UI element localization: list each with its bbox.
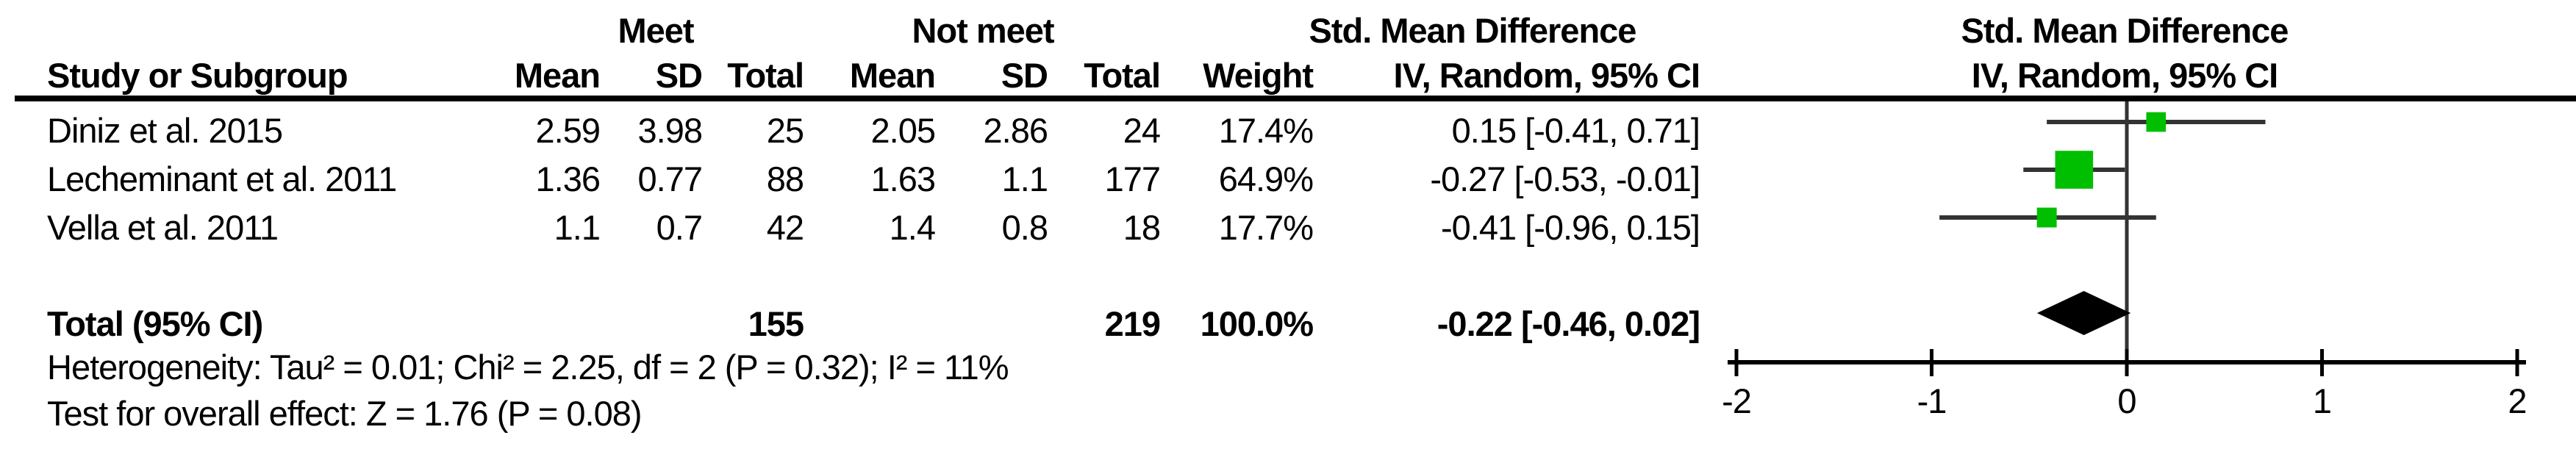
total1-value: 25	[766, 111, 804, 150]
total2-value: 18	[1123, 208, 1161, 247]
plot-column-subheader: IV, Random, 95% CI	[1971, 56, 2278, 95]
mean2-value: 1.4	[889, 208, 936, 247]
sd1-value: 3.98	[637, 111, 703, 150]
effect-ci-value: -0.41 [-0.96, 0.15]	[1440, 208, 1700, 247]
axis-tick-label: 0	[2117, 381, 2136, 420]
sd2-value: 2.86	[983, 111, 1048, 150]
study-name: Lecheminant et al. 2011	[47, 159, 397, 198]
total-effect-ci: -0.22 [-0.46, 0.02]	[1437, 304, 1700, 343]
overall-effect-test: Test for overall effect: Z = 1.76 (P = 0…	[47, 394, 643, 433]
effect-ci-value: -0.27 [-0.53, -0.01]	[1430, 159, 1700, 198]
axis-tick-label: 2	[2508, 381, 2526, 420]
effect-marker	[2036, 207, 2057, 228]
study-name: Diniz et al. 2015	[47, 111, 283, 150]
weight-value: 17.4%	[1218, 111, 1314, 150]
effect-marker	[2146, 112, 2167, 132]
column-header-mean2: Mean	[849, 56, 936, 95]
mean1-value: 1.1	[554, 208, 601, 247]
mean1-value: 1.36	[535, 159, 601, 198]
mean2-value: 2.05	[870, 111, 936, 150]
header-divider	[15, 96, 2576, 101]
total-weight: 100.0%	[1200, 304, 1314, 343]
total2-value: 177	[1104, 159, 1161, 198]
sd2-value: 1.1	[1001, 159, 1048, 198]
plot-column-header: Std. Mean Difference	[1961, 11, 2289, 50]
weight-value: 17.7%	[1218, 208, 1314, 247]
axis-tick-label: -1	[1917, 381, 1947, 420]
column-header-weight: Weight	[1203, 56, 1314, 95]
total-diamond	[2036, 291, 2131, 335]
column-header-total1: Total	[727, 56, 804, 95]
mean2-value: 1.63	[870, 159, 936, 198]
sd1-value: 0.77	[637, 159, 703, 198]
total1-value: 88	[766, 159, 804, 198]
sd1-value: 0.7	[656, 208, 703, 247]
effect-marker	[2055, 151, 2094, 189]
total1-value: 42	[766, 208, 804, 247]
group2-header: Not meet	[912, 11, 1054, 50]
group1-header: Meet	[618, 11, 694, 50]
column-header-sd2: SD	[1001, 56, 1048, 95]
total-label: Total (95% CI)	[47, 304, 263, 343]
total2-value: 24	[1123, 111, 1161, 150]
heterogeneity-stats: Heterogeneity: Tau² = 0.01; Chi² = 2.25,…	[47, 348, 1009, 387]
sd2-value: 0.8	[1001, 208, 1048, 247]
effect-ci-value: 0.15 [-0.41, 0.71]	[1451, 111, 1700, 150]
column-header-effect-ci: IV, Random, 95% CI	[1393, 56, 1700, 95]
forest-plot-graphic: -2 -1 0 1 2	[1722, 101, 2527, 420]
total1-sum: 155	[748, 304, 804, 343]
column-header-study: Study or Subgroup	[47, 56, 348, 95]
column-header-mean1: Mean	[514, 56, 601, 95]
axis-tick-label: 1	[2313, 381, 2331, 420]
axis-tick-label: -2	[1722, 381, 1751, 420]
mean1-value: 2.59	[535, 111, 601, 150]
total2-sum: 219	[1104, 304, 1161, 343]
column-header-total2: Total	[1084, 56, 1161, 95]
weight-value: 64.9%	[1218, 159, 1314, 198]
column-header-sd1: SD	[655, 56, 703, 95]
effect-column-header: Std. Mean Difference	[1309, 11, 1637, 50]
study-name: Vella et al. 2011	[47, 208, 279, 247]
